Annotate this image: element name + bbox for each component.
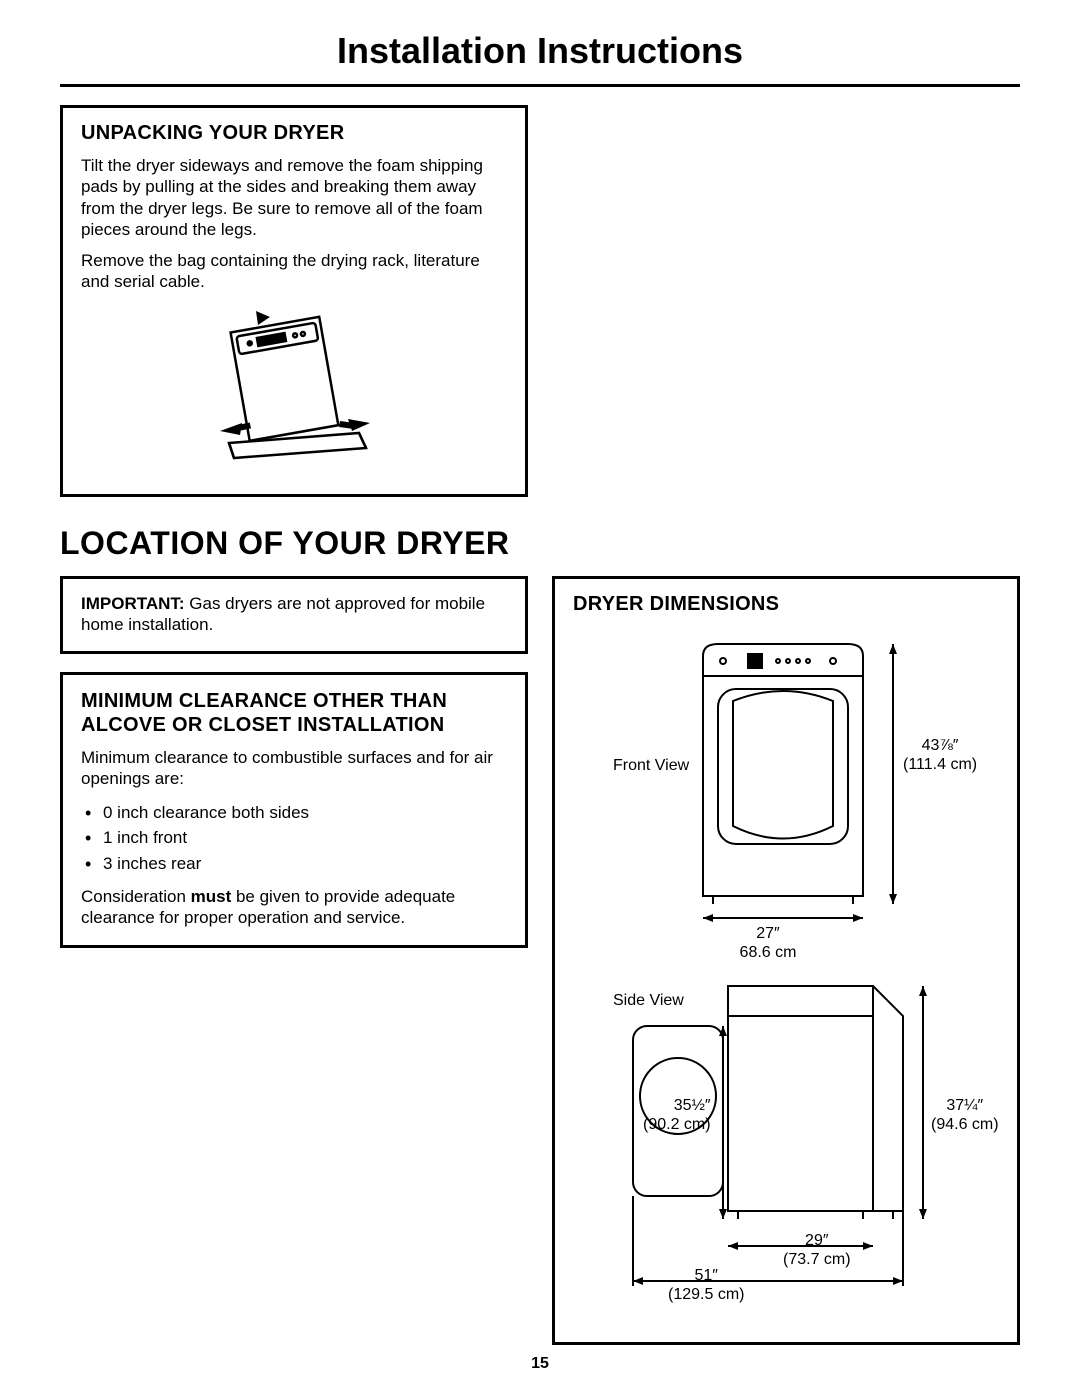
height-in: 43⅞″	[903, 736, 977, 755]
side-right-cm: (94.6 cm)	[931, 1115, 999, 1134]
side-view-label: Side View	[613, 991, 684, 1010]
top-right-col	[552, 105, 1020, 497]
top-columns: UNPACKING YOUR DRYER Tilt the dryer side…	[60, 105, 1020, 497]
title-rule	[60, 84, 1020, 87]
clearance-list: 0 inch clearance both sides 1 inch front…	[81, 800, 507, 877]
clearance-note: Consideration must be given to provide a…	[81, 886, 507, 929]
clearance-heading: MINIMUM CLEARANCE OTHER THAN ALCOVE OR C…	[81, 689, 507, 737]
dimensions-svg	[573, 626, 993, 1326]
depth-cm: (73.7 cm)	[783, 1250, 851, 1269]
width-in: 27″	[740, 924, 797, 943]
page-title: Installation Instructions	[60, 30, 1020, 72]
unpacking-p1: Tilt the dryer sideways and remove the f…	[81, 155, 507, 240]
total-cm: (129.5 cm)	[668, 1285, 744, 1304]
list-item: 1 inch front	[85, 825, 507, 851]
clearance-intro: Minimum clearance to combustible surface…	[81, 747, 507, 790]
page-number: 15	[60, 1355, 1020, 1373]
unpacking-illustration	[81, 303, 507, 478]
bottom-columns: IMPORTANT: Gas dryers are not approved f…	[60, 576, 1020, 1345]
dimensions-diagram: Front View 43⅞″ (111.4 cm) 27″ 68.6 cm S…	[573, 626, 999, 1326]
clearance-box: MINIMUM CLEARANCE OTHER THAN ALCOVE OR C…	[60, 672, 528, 948]
tilted-dryer-icon	[194, 303, 394, 473]
unpacking-p2: Remove the bag containing the drying rac…	[81, 250, 507, 293]
list-item: 3 inches rear	[85, 851, 507, 877]
dimensions-box: DRYER DIMENSIONS	[552, 576, 1020, 1345]
important-label: IMPORTANT:	[81, 594, 185, 613]
bottom-left-col: IMPORTANT: Gas dryers are not approved f…	[60, 576, 528, 1345]
side-right-in: 37¼″	[931, 1096, 999, 1115]
location-heading: LOCATION OF YOUR DRYER	[60, 525, 1020, 562]
clearance-note-pre: Consideration	[81, 887, 191, 906]
side-left-in: 35½″	[643, 1096, 711, 1115]
depth-in: 29″	[783, 1231, 851, 1250]
unpacking-box: UNPACKING YOUR DRYER Tilt the dryer side…	[60, 105, 528, 497]
important-text: IMPORTANT: Gas dryers are not approved f…	[81, 593, 507, 636]
important-box: IMPORTANT: Gas dryers are not approved f…	[60, 576, 528, 655]
height-cm: (111.4 cm)	[903, 755, 977, 774]
clearance-note-bold: must	[191, 887, 232, 906]
unpacking-heading: UNPACKING YOUR DRYER	[81, 122, 507, 145]
bottom-right-col: DRYER DIMENSIONS	[552, 576, 1020, 1345]
width-cm: 68.6 cm	[740, 943, 797, 962]
dimensions-heading: DRYER DIMENSIONS	[573, 593, 999, 616]
side-left-cm: (90.2 cm)	[643, 1115, 711, 1134]
list-item: 0 inch clearance both sides	[85, 800, 507, 826]
front-view-label: Front View	[613, 756, 689, 775]
total-in: 51″	[668, 1266, 744, 1285]
top-left-col: UNPACKING YOUR DRYER Tilt the dryer side…	[60, 105, 528, 497]
